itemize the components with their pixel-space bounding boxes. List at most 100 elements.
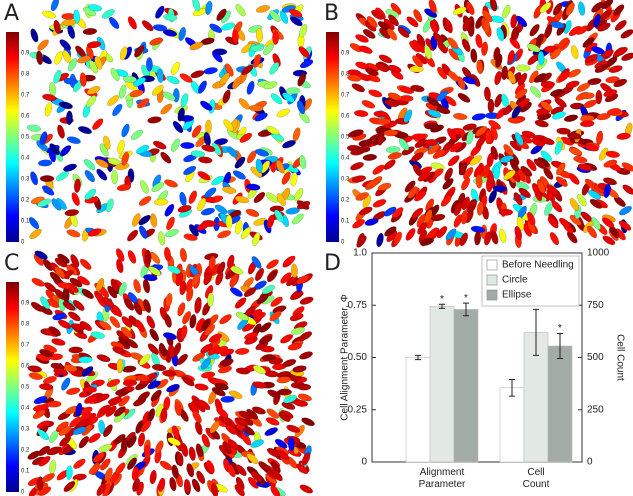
cell <box>299 296 314 305</box>
cell <box>39 175 55 183</box>
cell <box>125 80 138 92</box>
colorbar-tick-label: 0.6 <box>21 364 30 370</box>
cell <box>427 144 440 155</box>
cell <box>444 167 453 181</box>
cell <box>135 374 150 382</box>
cell <box>137 98 150 109</box>
cell <box>235 417 249 427</box>
cell <box>283 255 296 266</box>
cell <box>481 41 489 56</box>
cell <box>204 284 214 299</box>
colorbar-tick-label: 0.1 <box>21 469 30 475</box>
cell <box>526 211 536 226</box>
cell <box>375 62 389 73</box>
cell-image <box>27 246 315 496</box>
cell <box>595 89 603 105</box>
cell <box>243 287 257 298</box>
cell <box>164 179 178 188</box>
cell <box>533 158 546 169</box>
cell <box>152 24 168 32</box>
cell <box>424 45 432 60</box>
cell <box>276 376 291 384</box>
bar <box>429 305 455 463</box>
cell <box>256 5 270 13</box>
cell <box>251 256 262 269</box>
cell <box>246 80 255 95</box>
cell <box>352 219 366 229</box>
cell <box>475 174 483 189</box>
cell <box>461 177 471 191</box>
cell <box>169 477 177 492</box>
cell <box>462 123 477 131</box>
cell <box>204 324 216 336</box>
cell <box>447 155 460 167</box>
cell <box>362 194 372 209</box>
cell <box>121 123 130 138</box>
cell <box>86 86 101 95</box>
cell <box>191 478 201 493</box>
cell <box>596 130 604 145</box>
cell <box>254 267 265 282</box>
cell <box>576 82 591 92</box>
cell <box>153 140 167 150</box>
colorbar-tick-label: 0.8 <box>21 72 30 78</box>
cell <box>229 274 238 288</box>
cell <box>510 26 519 41</box>
cell <box>116 358 124 373</box>
cell <box>276 193 286 207</box>
cell <box>270 296 283 307</box>
cell <box>182 311 192 325</box>
cell <box>276 159 285 174</box>
colorbar-tick-label: 0.7 <box>21 93 30 99</box>
cell <box>46 446 60 456</box>
cell <box>301 452 311 466</box>
colorbar <box>6 32 19 242</box>
cell <box>228 439 240 451</box>
cell <box>483 231 492 246</box>
cell <box>166 75 180 85</box>
cell <box>194 383 209 391</box>
cell <box>138 196 152 206</box>
colorbar-tick-label: 0.1 <box>341 219 350 225</box>
cell <box>351 83 365 93</box>
cell <box>253 54 262 68</box>
cell <box>171 464 179 479</box>
cell <box>189 314 197 329</box>
cell <box>509 37 521 50</box>
error-bar <box>415 354 421 361</box>
cell <box>550 21 565 29</box>
cell <box>234 297 247 309</box>
colorbar-tick-label: 0.5 <box>21 135 30 141</box>
cell <box>287 343 302 351</box>
cell <box>172 120 184 134</box>
cell <box>38 486 52 496</box>
cell <box>41 473 55 483</box>
cell <box>587 225 597 239</box>
cell <box>289 313 304 322</box>
cell <box>289 16 303 27</box>
cell <box>96 168 108 181</box>
cell <box>130 129 144 140</box>
bar <box>499 387 525 463</box>
cell <box>92 118 104 130</box>
cell <box>379 27 391 39</box>
cell <box>226 254 235 269</box>
cell <box>292 127 301 142</box>
cell <box>290 291 304 300</box>
cell <box>436 90 448 102</box>
cell <box>597 22 611 32</box>
cell <box>355 34 369 43</box>
cell <box>452 6 467 15</box>
cell <box>235 464 247 476</box>
cell <box>546 184 559 196</box>
y-tick-label: 0.75 <box>348 300 368 311</box>
cell <box>274 209 284 223</box>
cell <box>107 397 123 405</box>
cell <box>116 258 124 274</box>
cell <box>27 365 42 373</box>
cell <box>127 16 137 30</box>
cell <box>596 113 611 121</box>
cell <box>470 48 478 63</box>
cell <box>469 155 482 166</box>
